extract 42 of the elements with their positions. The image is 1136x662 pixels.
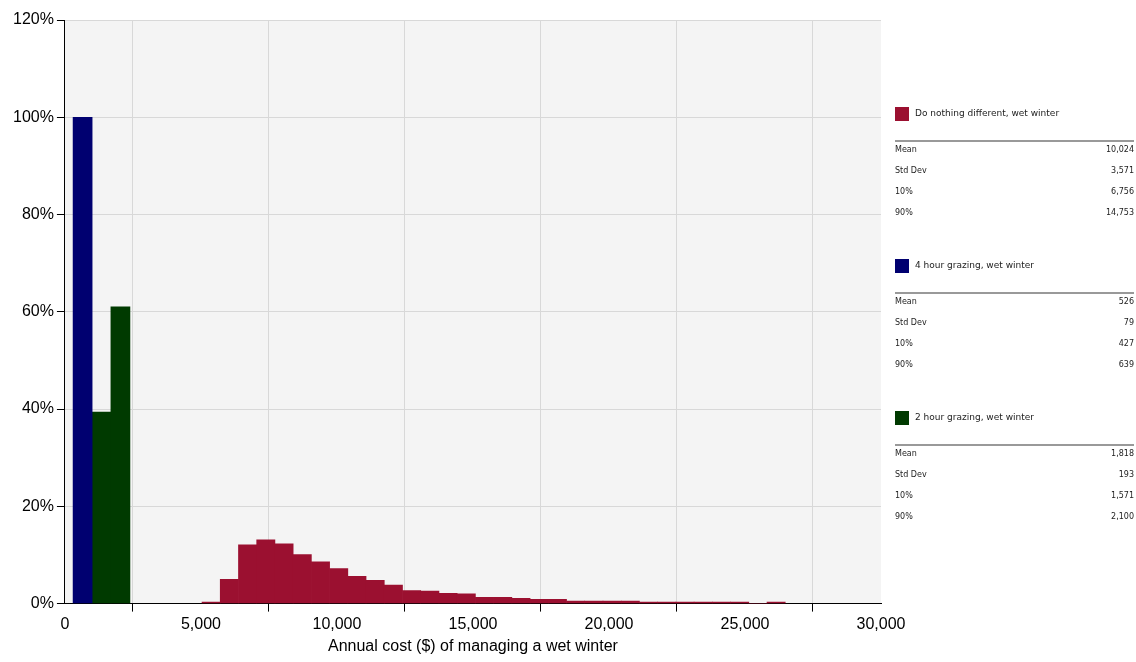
text: 90% xyxy=(895,208,914,218)
text: Std Dev xyxy=(895,166,927,176)
text: 10% xyxy=(895,339,914,349)
text: 10% xyxy=(895,491,914,501)
y-tick-label: 120% xyxy=(13,10,54,28)
text: 6,756 xyxy=(1111,187,1134,197)
legend-label: Do nothing different, wet winter xyxy=(915,108,1060,119)
x-tick-label: 30,000 xyxy=(856,614,906,632)
text: 427 xyxy=(1118,339,1134,349)
text: Std Dev xyxy=(895,318,927,328)
text: 90% xyxy=(895,360,914,370)
text: 90% xyxy=(895,512,914,522)
text: Mean xyxy=(895,297,917,307)
x-tick-label: 5,000 xyxy=(180,614,222,632)
text: Mean xyxy=(895,449,917,459)
y-tick-label: 80% xyxy=(21,204,54,222)
y-tick-label: 20% xyxy=(21,496,54,514)
y-tick-label: 40% xyxy=(21,399,54,417)
text: 79 xyxy=(1123,318,1134,328)
text: Std Dev xyxy=(895,470,927,480)
x-tick-label: 0 xyxy=(60,614,70,632)
text: 1,818 xyxy=(1111,449,1134,459)
legend-label: 4 hour grazing, wet winter xyxy=(915,260,1035,271)
x-tick-label: 10,000 xyxy=(312,614,362,632)
legend-label: 2 hour grazing, wet winter xyxy=(915,412,1035,423)
text: 14,753 xyxy=(1106,208,1134,218)
text: 10% xyxy=(895,187,914,197)
text: 639 xyxy=(1118,360,1134,370)
x-tick-label: 25,000 xyxy=(720,614,770,632)
y-tick-label: 100% xyxy=(13,107,54,125)
x-tick-label: 20,000 xyxy=(584,614,634,632)
y-tick-label: 60% xyxy=(21,302,54,320)
text: 1,571 xyxy=(1111,491,1134,501)
text: 193 xyxy=(1118,470,1134,480)
text: Mean xyxy=(895,145,917,155)
x-axis-title: Annual cost ($) of managing a wet winter xyxy=(327,636,619,654)
text: 526 xyxy=(1118,297,1134,307)
text: 3,571 xyxy=(1111,166,1134,176)
x-tick-label: 15,000 xyxy=(448,614,498,632)
text: 2,100 xyxy=(1111,512,1134,522)
text: 10,024 xyxy=(1106,145,1134,155)
y-tick-label: 0% xyxy=(30,594,54,612)
